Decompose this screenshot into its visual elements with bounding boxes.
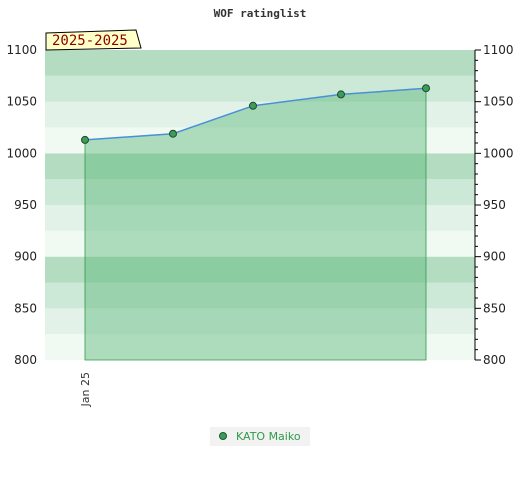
y-tick-label-left: 900 (14, 250, 37, 264)
x-tick-label: Jan 25 (79, 372, 92, 407)
background-band (45, 75, 475, 102)
y-tick-label-left: 1100 (6, 43, 37, 57)
background-band (45, 334, 475, 360)
y-axis-right: 800 850 900 950 1000 1050 1100 (474, 43, 514, 367)
background-band (45, 256, 475, 283)
data-point (422, 84, 430, 93)
background-band (45, 308, 475, 335)
plot-background-bands (45, 50, 475, 360)
chart-title: WOF ratinglist (214, 7, 307, 20)
y-tick-label-left: 800 (14, 353, 37, 367)
y-tick-label-right: 1100 (483, 43, 514, 57)
background-band (45, 282, 475, 309)
x-axis: Jan 25 (79, 372, 92, 407)
background-band (45, 230, 475, 257)
period-badge-shape (45, 29, 142, 51)
data-point (81, 135, 89, 144)
y-tick-label-left: 850 (14, 301, 37, 315)
background-band (45, 127, 475, 154)
data-points (81, 84, 430, 144)
background-band (45, 205, 475, 231)
data-point (249, 101, 257, 110)
y-tick-label-right: 800 (483, 353, 506, 367)
y-tick-label-left: 1000 (6, 146, 37, 160)
y-tick-label-right: 850 (483, 301, 506, 315)
period-badge-label: 2025-2025 (52, 33, 128, 49)
legend-label: KATO Maiko (236, 430, 301, 443)
legend-marker-icon (219, 432, 227, 440)
background-band (45, 50, 475, 76)
y-tick-label-right: 950 (483, 198, 506, 212)
data-point (169, 129, 177, 138)
legend[interactable]: KATO Maiko (210, 427, 310, 446)
background-band (45, 179, 475, 205)
data-point (337, 90, 345, 99)
y-tick-label-left: 1050 (6, 95, 37, 109)
legend-background (210, 427, 310, 446)
background-band (45, 101, 475, 128)
background-band (45, 153, 475, 180)
y-axis-left: 800 850 900 950 1000 1050 1100 (6, 43, 37, 367)
y-tick-label-right: 900 (483, 250, 506, 264)
y-tick-label-right: 1050 (483, 95, 514, 109)
y-tick-label-right: 1000 (483, 146, 514, 160)
period-badge: 2025-2025 (45, 29, 142, 51)
y-tick-label-left: 950 (14, 198, 37, 212)
